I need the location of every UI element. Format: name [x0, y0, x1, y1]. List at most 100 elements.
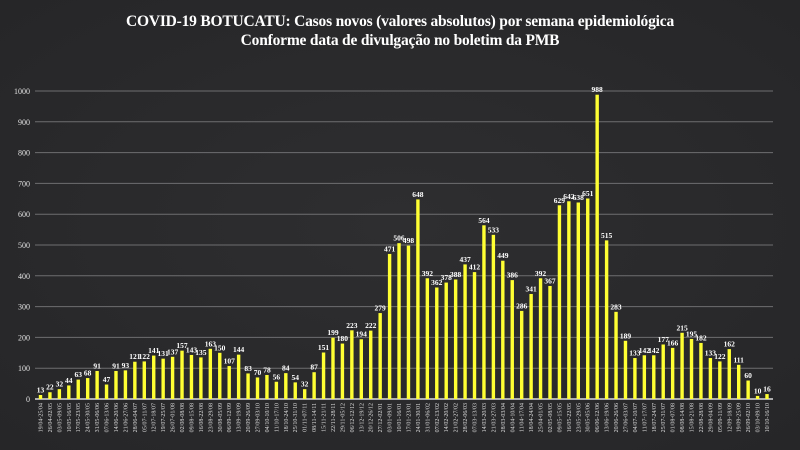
data-label: 638 — [573, 193, 585, 202]
bar — [104, 384, 109, 399]
x-tick-label: 19/07-25/07 — [161, 403, 167, 432]
x-tick-label: 25/04-01/05 — [539, 403, 545, 432]
data-label: 60 — [744, 371, 752, 380]
bar — [95, 370, 99, 399]
x-tick-label: 23/05-29/05 — [576, 403, 582, 432]
data-label: 367 — [544, 276, 556, 285]
data-label: 133 — [705, 349, 717, 358]
bar — [340, 343, 345, 399]
x-tick-label: 28/02-06/03 — [463, 403, 469, 432]
bar — [501, 260, 505, 399]
bar — [180, 350, 184, 399]
data-label: 142 — [648, 346, 660, 355]
x-tick-label: 27/09-03/10 — [256, 403, 262, 432]
x-tick-label: 21/03-27/03 — [491, 403, 497, 432]
bar — [67, 385, 71, 399]
bar — [236, 354, 241, 399]
bar — [331, 337, 335, 399]
x-tick-label: 22/08-28/08 — [699, 403, 705, 432]
bar — [152, 355, 156, 399]
bar — [548, 285, 552, 399]
bar — [293, 382, 297, 399]
data-label: 122 — [714, 352, 726, 361]
y-tick-label: 1000 — [14, 87, 30, 96]
x-tick-label: 15/11-21/11 — [322, 403, 328, 432]
bar — [48, 392, 52, 399]
data-label: 195 — [686, 329, 698, 338]
bar — [85, 378, 90, 399]
x-tick-label: 10/05-16/05 — [67, 403, 73, 432]
bar — [397, 243, 401, 399]
x-tick-label: 09/08-15/08 — [189, 403, 195, 432]
x-tick-label: 10/10-16/10 — [765, 403, 771, 432]
chart-subtitle: Conforme data de divulgação no boletim d… — [240, 32, 560, 49]
x-tick-label: 18/04-24/04 — [529, 403, 535, 432]
data-label: 111 — [733, 355, 744, 364]
x-tick-label: 04/04-10/04 — [510, 403, 516, 432]
x-tick-label: 18/10-24/10 — [284, 403, 290, 432]
bar — [425, 278, 430, 399]
bar — [670, 347, 675, 399]
x-tick-label: 20/06-26/06 — [614, 403, 620, 432]
data-label: 286 — [516, 301, 528, 310]
x-tick-label: 20/12-26/12 — [369, 403, 375, 432]
bar — [482, 225, 486, 399]
y-tick-label: 200 — [18, 333, 30, 342]
x-tick-label: 29/08-04/09 — [708, 403, 714, 432]
data-label: 279 — [375, 304, 387, 313]
bar — [453, 279, 458, 399]
x-tick-label: 13/12-19/12 — [359, 403, 365, 432]
data-label: 63 — [74, 370, 82, 379]
data-label: 121 — [129, 352, 141, 361]
x-tick-label: 18/07-24/07 — [652, 403, 658, 432]
data-label: 47 — [103, 375, 111, 384]
data-label: 223 — [346, 321, 358, 330]
data-label: 78 — [263, 365, 271, 374]
bar — [208, 348, 213, 399]
x-tick-label: 21/02-27/02 — [454, 403, 460, 432]
data-label: 68 — [84, 369, 92, 378]
data-label: 122 — [139, 352, 151, 361]
bar — [114, 370, 118, 399]
data-label: 54 — [291, 373, 299, 382]
x-tick-label: 22/11-28/11 — [331, 403, 337, 432]
bar — [142, 361, 146, 399]
bar — [38, 394, 43, 399]
bar — [736, 364, 741, 399]
bar — [538, 278, 543, 399]
x-tick-label: 17/01-23/01 — [406, 403, 412, 432]
bar — [189, 354, 194, 399]
x-tick-label: 19/04-25/04 — [39, 403, 45, 432]
x-tick-label: 06/09-12/09 — [227, 403, 233, 432]
x-tick-label: 14/03-20/03 — [482, 403, 488, 432]
data-label: 32 — [56, 380, 64, 389]
data-label: 91 — [112, 361, 120, 370]
data-label: 515 — [601, 231, 613, 240]
bar — [661, 344, 665, 399]
data-label: 163 — [205, 339, 217, 348]
bar — [576, 202, 580, 399]
x-tick-label: 07/02-13/02 — [435, 403, 441, 432]
data-label: 437 — [459, 255, 471, 264]
x-tick-label: 07/03-13/03 — [473, 403, 479, 432]
data-label: 84 — [282, 364, 290, 373]
bar — [255, 377, 260, 399]
data-label: 449 — [497, 251, 509, 260]
bar — [133, 361, 137, 399]
bar — [595, 94, 599, 400]
y-tick-label: 0 — [26, 395, 30, 404]
x-tick-label: 04/07-10/07 — [633, 403, 639, 432]
data-label: 107 — [224, 357, 236, 366]
bar — [416, 199, 420, 399]
y-tick-label: 600 — [18, 210, 30, 219]
data-label: 10 — [754, 386, 762, 395]
data-label: 141 — [148, 346, 160, 355]
bar — [642, 355, 647, 399]
x-tick-label: 02/08-08/08 — [180, 403, 186, 432]
y-tick-label: 700 — [18, 179, 30, 188]
data-label: 177 — [658, 335, 670, 344]
y-tick-label: 800 — [18, 149, 30, 158]
data-label: 137 — [167, 347, 179, 356]
bar — [529, 293, 533, 399]
